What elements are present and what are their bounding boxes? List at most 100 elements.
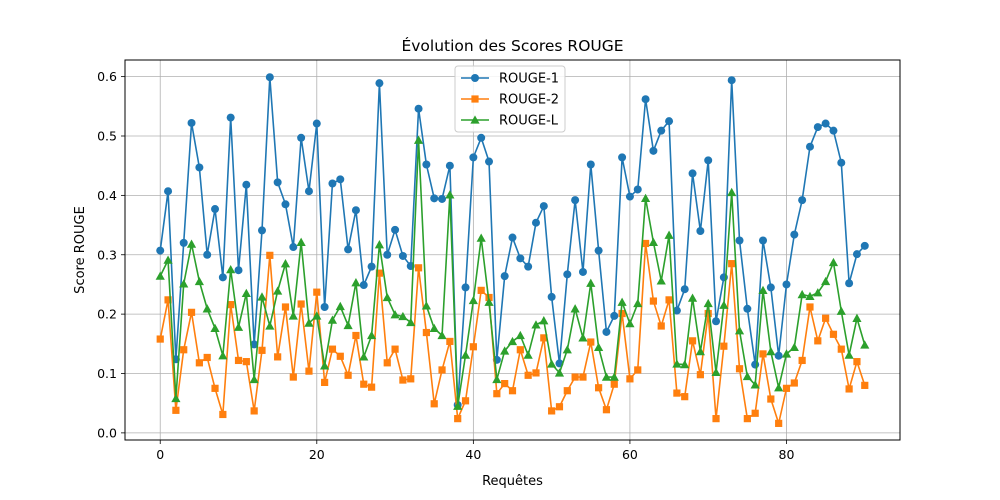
data-point-rouge-2: [579, 373, 587, 381]
data-point-rouge-1: [594, 246, 603, 255]
data-point-rouge-l: [562, 345, 572, 354]
data-point-rouge-l: [695, 346, 705, 356]
data-point-rouge-1: [712, 317, 721, 326]
data-point-rouge-1: [226, 113, 235, 122]
data-point-rouge-2: [367, 383, 376, 391]
data-point-rouge-1: [320, 303, 329, 311]
data-point-rouge-l: [453, 401, 463, 410]
y-tick-label: 0.4: [97, 188, 117, 203]
data-point-rouge-2: [814, 337, 822, 345]
data-point-rouge-2: [180, 346, 188, 354]
data-point-rouge-2: [399, 376, 407, 384]
series-rouge-l: [155, 135, 870, 410]
data-point-rouge-2: [704, 309, 712, 318]
data-point-rouge-l: [852, 313, 862, 322]
data-point-rouge-2: [696, 371, 704, 379]
data-point-rouge-l: [750, 380, 760, 389]
data-point-rouge-2: [587, 338, 595, 346]
data-point-rouge-l: [774, 383, 784, 392]
data-point-rouge-l: [734, 326, 745, 335]
data-point-rouge-1: [618, 153, 627, 162]
data-point-rouge-1: [281, 200, 290, 209]
data-point-rouge-2: [735, 365, 744, 373]
data-point-rouge-l: [218, 351, 228, 360]
data-point-rouge-l: [507, 336, 518, 346]
data-point-rouge-l: [492, 374, 502, 384]
data-point-rouge-2: [681, 393, 689, 401]
data-point-rouge-l: [836, 306, 846, 315]
data-point-rouge-l: [390, 310, 400, 319]
chart-title: Évolution des Scores ROUGE: [401, 36, 623, 55]
data-point-rouge-l: [186, 239, 197, 248]
data-point-rouge-1: [524, 262, 533, 271]
data-point-rouge-2: [289, 373, 297, 381]
data-point-rouge-l: [672, 359, 682, 368]
data-point-rouge-1: [312, 119, 321, 128]
data-point-rouge-2: [336, 352, 344, 360]
data-point-rouge-2: [274, 353, 282, 361]
data-point-rouge-2: [407, 375, 415, 383]
data-point-rouge-l: [828, 257, 839, 267]
data-point-rouge-2: [728, 260, 736, 268]
data-point-rouge-l: [656, 276, 666, 285]
data-point-rouge-1: [641, 95, 650, 104]
data-point-rouge-l: [382, 292, 392, 302]
data-point-rouge-1: [782, 280, 791, 289]
data-point-rouge-l: [343, 320, 353, 330]
data-point-rouge-2: [571, 373, 579, 381]
data-point-rouge-l: [554, 368, 565, 377]
data-point-rouge-1: [759, 236, 768, 245]
data-point-rouge-l: [327, 315, 338, 324]
data-point-rouge-1: [461, 283, 470, 292]
data-point-rouge-l: [547, 359, 557, 368]
data-point-rouge-2: [305, 367, 313, 375]
data-point-rouge-1: [774, 351, 783, 360]
data-point-rouge-2: [688, 337, 697, 345]
data-point-rouge-l: [789, 342, 799, 352]
data-point-rouge-1: [156, 246, 165, 255]
data-point-rouge-1: [218, 273, 227, 282]
y-tick-label: 0.2: [97, 307, 117, 322]
x-tick-label: 80: [779, 447, 795, 462]
data-point-rouge-l: [171, 393, 181, 403]
data-point-rouge-1: [485, 157, 494, 166]
data-point-rouge-l: [249, 374, 259, 384]
data-point-rouge-l: [304, 318, 314, 327]
data-point-rouge-2: [266, 251, 274, 259]
data-point-rouge-1: [445, 161, 454, 170]
data-point-rouge-1: [571, 196, 580, 205]
data-point-rouge-1: [234, 266, 243, 275]
data-point-rouge-2: [501, 379, 509, 388]
data-point-rouge-1: [250, 340, 259, 349]
data-point-rouge-1: [422, 160, 431, 169]
data-point-rouge-2: [798, 356, 806, 365]
data-point-rouge-l: [648, 237, 659, 246]
data-point-rouge-2: [321, 378, 329, 387]
data-point-rouge-2: [195, 359, 203, 367]
data-point-rouge-2: [203, 353, 211, 362]
data-point-rouge-1: [398, 251, 407, 260]
data-point-rouge-2: [782, 384, 791, 392]
data-point-rouge-l: [374, 240, 385, 249]
data-point-rouge-2: [430, 400, 438, 408]
data-point-rouge-1: [359, 281, 368, 290]
data-point-rouge-l: [421, 301, 431, 310]
data-point-rouge-1: [273, 178, 282, 187]
data-point-rouge-l: [664, 230, 674, 239]
data-point-rouge-l: [570, 304, 580, 313]
data-point-rouge-2: [861, 381, 869, 389]
data-point-rouge-l: [633, 298, 643, 308]
data-point-rouge-2: [712, 415, 720, 423]
data-point-rouge-l: [711, 367, 721, 376]
axis-ticks: 0 20 40 60 80 0.0 0.1 0.2 0.3 0.4 0.5 0.6: [97, 69, 794, 462]
data-point-rouge-l: [578, 333, 588, 342]
data-point-rouge-2: [360, 380, 368, 388]
data-point-rouge-1: [852, 250, 861, 259]
data-point-rouge-1: [696, 227, 705, 235]
data-point-rouge-1: [297, 133, 306, 142]
data-point-rouge-1: [438, 194, 447, 203]
data-point-rouge-l: [273, 286, 283, 295]
data-point-rouge-l: [445, 190, 455, 199]
data-point-rouge-l: [398, 311, 408, 321]
